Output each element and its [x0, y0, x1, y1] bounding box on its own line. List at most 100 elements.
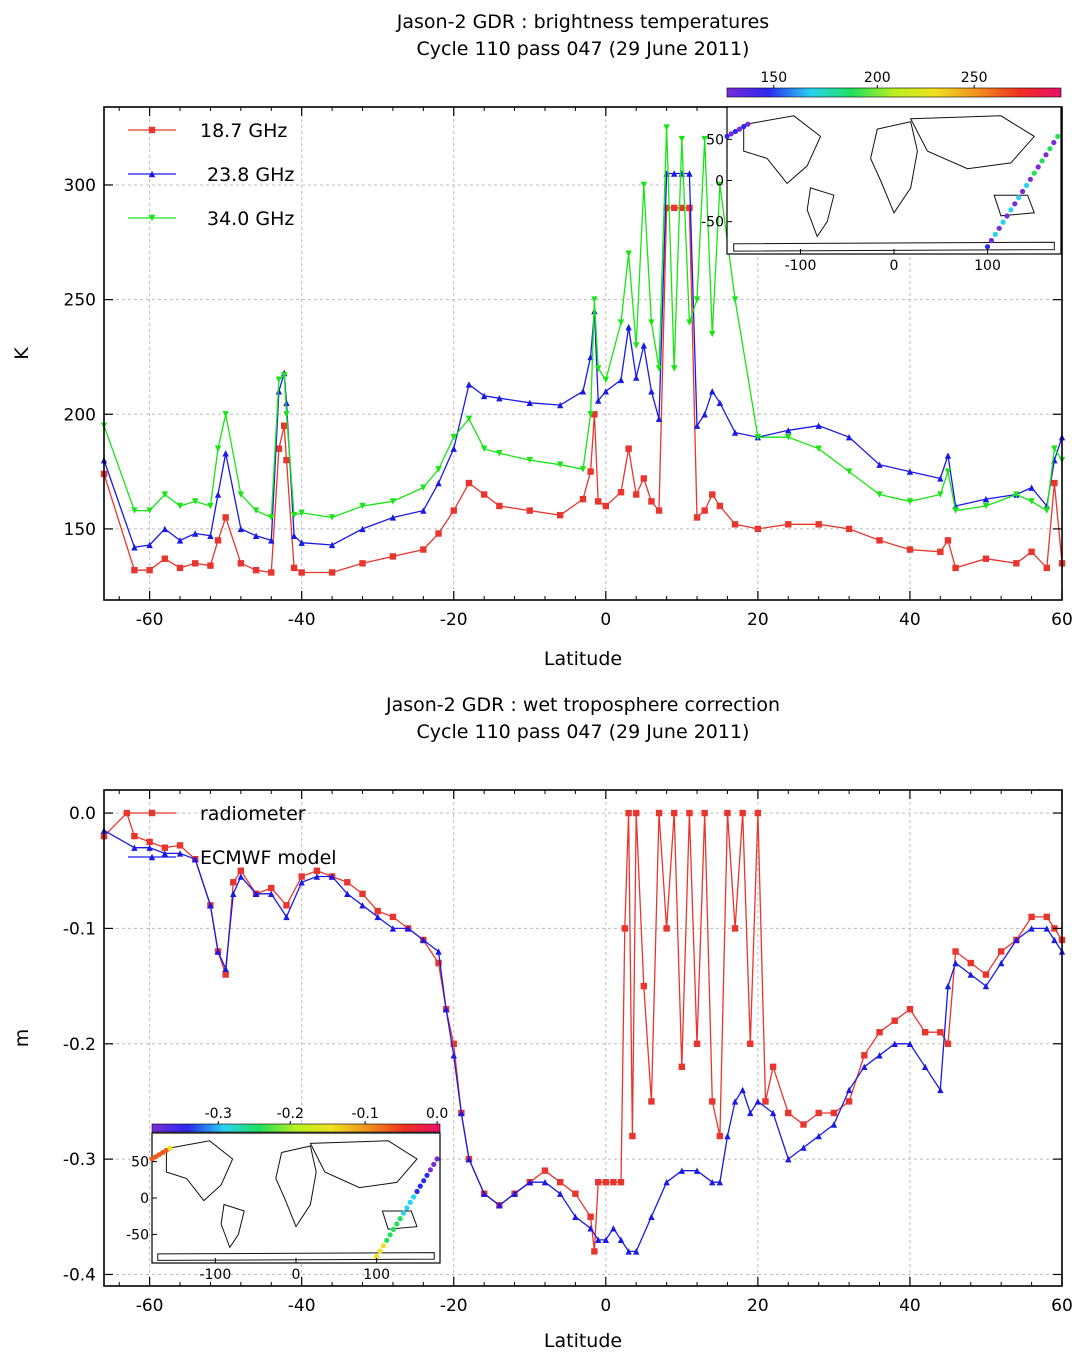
data-point [328, 541, 336, 549]
data-point [290, 532, 298, 539]
data-point [207, 902, 214, 909]
data-point [359, 525, 366, 533]
continent-outline [743, 115, 822, 185]
data-point [404, 925, 412, 932]
data-point [222, 971, 229, 978]
data-point [640, 475, 648, 482]
data-point [283, 399, 290, 406]
data-point [724, 1132, 731, 1140]
data-point [587, 1225, 594, 1232]
data-point [275, 376, 283, 384]
data-point [602, 376, 610, 384]
track-point [1020, 188, 1026, 195]
map-frame [726, 106, 1062, 255]
data-point [1013, 560, 1020, 567]
x-tick-label: 60 [1051, 1296, 1072, 1316]
data-point [845, 525, 853, 533]
data-point [572, 1190, 579, 1197]
track-point [1008, 207, 1014, 213]
data-point [161, 844, 169, 851]
data-point [815, 445, 822, 452]
data-point [693, 296, 701, 303]
data-point [937, 475, 944, 482]
data-point [754, 433, 762, 441]
data-point [359, 560, 366, 567]
data-point [731, 521, 739, 528]
data-point [861, 1063, 868, 1071]
data-point [252, 890, 260, 898]
data-point [496, 1202, 503, 1209]
track-point [992, 231, 998, 237]
data-point [344, 890, 351, 898]
data-point [640, 342, 648, 349]
data-point [465, 479, 473, 487]
data-point [982, 982, 990, 990]
y-tick-label: 200 [64, 405, 96, 425]
data-point [222, 411, 229, 418]
chart-subtitle: Cycle 110 pass 047 (29 June 2011) [417, 721, 750, 743]
data-point [587, 411, 594, 418]
data-point [328, 873, 336, 880]
x-tick-label: -40 [288, 610, 316, 630]
data-point [123, 809, 131, 817]
x-tick-label: -60 [136, 1296, 164, 1316]
track-point [374, 1253, 380, 1260]
data-point [906, 546, 914, 553]
data-point [176, 842, 184, 849]
data-point [480, 392, 488, 400]
data-point [747, 1040, 754, 1047]
data-point [671, 365, 678, 372]
data-point [450, 445, 457, 452]
data-point [298, 539, 305, 546]
track-point [1000, 219, 1006, 225]
data-point [556, 1190, 564, 1197]
data-point [280, 372, 288, 379]
data-point [655, 507, 663, 514]
data-point [1051, 479, 1058, 487]
data-point [762, 1098, 769, 1105]
data-point [602, 1236, 610, 1244]
track-point [741, 124, 747, 130]
x-axis-label: Latitude [544, 648, 622, 670]
data-point [595, 1236, 602, 1244]
data-point [731, 296, 739, 303]
data-point [1043, 507, 1050, 514]
x-tick-label: 20 [747, 1296, 769, 1316]
x-tick-label: -60 [136, 610, 164, 630]
data-point [982, 502, 990, 510]
data-point [283, 411, 290, 418]
track-point [397, 1216, 403, 1222]
data-point [480, 445, 488, 452]
data-point [313, 867, 321, 874]
track-point [387, 1232, 393, 1238]
plot-frame [103, 106, 1063, 601]
data-point [230, 879, 237, 886]
data-point [686, 319, 693, 326]
chart-title: Jason-2 GDR : wet troposphere correction [385, 694, 780, 716]
track-point [384, 1237, 390, 1243]
data-point [1043, 564, 1050, 572]
data-point [176, 564, 184, 572]
data-point [146, 566, 153, 574]
colorbar-tick-label: 0.0 [426, 1106, 448, 1122]
data-point [450, 507, 457, 514]
data-point [648, 498, 655, 505]
data-point [290, 511, 298, 519]
data-point [237, 525, 245, 533]
data-point [146, 541, 153, 549]
data-point [1043, 925, 1050, 932]
data-point [237, 491, 245, 498]
data-point [845, 1098, 853, 1105]
data-point [556, 461, 564, 468]
y-tick-label: -0.4 [63, 1265, 96, 1285]
data-point [861, 1052, 868, 1059]
inset-xtick-label: 0 [292, 1267, 301, 1283]
data-point [465, 415, 473, 423]
data-point [648, 388, 655, 395]
data-point [640, 982, 648, 990]
data-point [693, 514, 701, 521]
data-point [595, 1178, 602, 1186]
data-point [465, 381, 473, 388]
data-point [663, 925, 670, 932]
inset-xtick-label: -100 [785, 258, 817, 274]
